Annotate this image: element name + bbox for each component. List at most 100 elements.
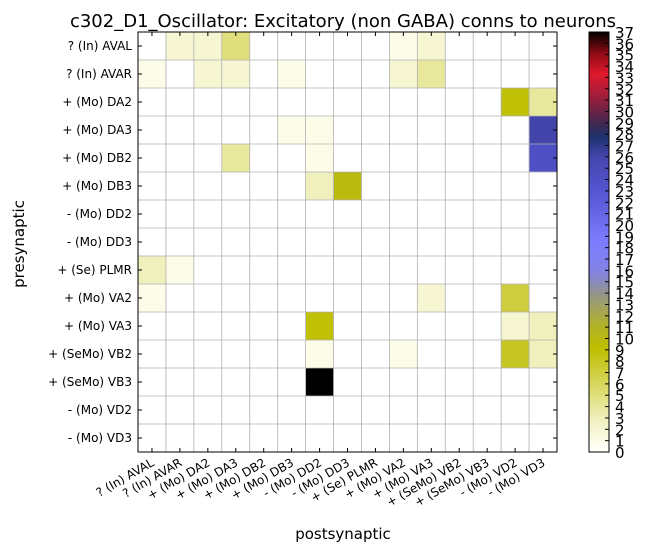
- heatmap-cell: [389, 340, 418, 369]
- heatmap-cell: [445, 200, 474, 229]
- heatmap-cell: [445, 368, 474, 397]
- colorbar-tick-label: 28: [615, 126, 634, 144]
- heatmap-cell: [221, 200, 251, 229]
- heatmap-cell: [221, 172, 251, 201]
- heatmap-cell: [305, 284, 334, 313]
- heatmap-cell: [138, 424, 167, 453]
- heatmap-cell: [445, 340, 474, 369]
- heatmap-cell: [221, 340, 251, 369]
- heatmap-cell: [138, 200, 167, 229]
- heatmap-cell: [361, 116, 390, 145]
- heatmap-cell: [473, 396, 502, 425]
- heatmap-cell: [473, 32, 502, 61]
- heatmap-cell: [361, 340, 390, 369]
- heatmap-cell: [361, 144, 390, 173]
- colorbar-tick-label: 29: [615, 115, 634, 133]
- heatmap-cell: [305, 256, 334, 285]
- heatmap-cell: [333, 172, 362, 201]
- heatmap-cell: [277, 396, 306, 425]
- heatmap-cell: [333, 228, 362, 257]
- heatmap-cell: [361, 312, 390, 341]
- heatmap-cell: [529, 32, 558, 61]
- colorbar-tick-label: 10: [615, 330, 634, 348]
- heatmap-cell: [529, 284, 558, 313]
- heatmap-cell: [473, 284, 502, 313]
- colorbar-tick-label: 26: [615, 149, 634, 167]
- heatmap-cell: [249, 396, 279, 425]
- heatmap-cell: [473, 144, 502, 173]
- heatmap-cell: [249, 144, 279, 173]
- heatmap-cell: [445, 424, 474, 453]
- heatmap-cell: [193, 396, 223, 425]
- heatmap-cell: [529, 340, 558, 369]
- heatmap-cell: [165, 228, 195, 257]
- heatmap-cell: [333, 60, 362, 89]
- heatmap-cell: [417, 424, 446, 453]
- y-tick-label: ? (In) AVAL: [68, 39, 133, 53]
- heatmap-cell: [473, 424, 502, 453]
- heatmap-cell: [305, 312, 334, 341]
- heatmap-cell: [501, 256, 530, 285]
- heatmap-cell: [138, 88, 167, 117]
- heatmap-cell: [165, 368, 195, 397]
- heatmap-cell: [193, 172, 223, 201]
- heatmap-cell: [333, 32, 362, 61]
- heatmap-cell: [529, 172, 558, 201]
- heatmap-cell: [529, 88, 558, 117]
- heatmap-cell: [305, 340, 334, 369]
- heatmap-cell: [249, 60, 279, 89]
- heatmap-cell: [138, 172, 167, 201]
- heatmap-cell: [333, 424, 362, 453]
- heatmap-cell: [138, 144, 167, 173]
- heatmap-cell: [501, 228, 530, 257]
- heatmap-cell: [221, 60, 251, 89]
- heatmap-cell: [193, 32, 223, 61]
- heatmap-cell: [501, 116, 530, 145]
- heatmap-cell: [417, 200, 446, 229]
- colorbar-frame: [588, 31, 610, 453]
- heatmap-cell: [165, 172, 195, 201]
- colorbar-tick-label: 16: [615, 262, 634, 280]
- y-tick-label: + (Mo) DB3: [62, 179, 132, 193]
- colorbar-tick-label: 34: [615, 58, 634, 76]
- heatmap-cell: [221, 88, 251, 117]
- heatmap-cell: [445, 256, 474, 285]
- heatmap-cell: [417, 284, 446, 313]
- heatmap-cell: [165, 256, 195, 285]
- heatmap-cell: [138, 368, 167, 397]
- y-tick-label: + (Mo) DA3: [62, 123, 132, 137]
- heatmap-cell: [193, 256, 223, 285]
- heatmap-cell: [277, 424, 306, 453]
- heatmap-cell: [249, 228, 279, 257]
- heatmap-cell: [529, 228, 558, 257]
- colorbar-tick-label: 32: [615, 81, 634, 99]
- heatmap-cell: [445, 228, 474, 257]
- heatmap-cell: [249, 172, 279, 201]
- heatmap-cell: [529, 424, 558, 453]
- heatmap-cell: [333, 88, 362, 117]
- y-tick-label: + (Mo) DA2: [62, 95, 132, 109]
- heatmap-cell: [277, 172, 306, 201]
- heatmap-cell: [333, 312, 362, 341]
- heatmap-cell: [389, 200, 418, 229]
- heatmap-cell: [361, 424, 390, 453]
- heatmap-cell: [501, 368, 530, 397]
- heatmap-cell: [193, 424, 223, 453]
- heatmap-cell: [473, 172, 502, 201]
- heatmap-cell: [305, 424, 334, 453]
- grid-lines: [138, 32, 557, 452]
- heatmap-cell: [445, 60, 474, 89]
- heatmap-cell: [445, 116, 474, 145]
- colorbar-tick-label: 1: [615, 433, 625, 451]
- heatmap-cell: [529, 116, 558, 145]
- heatmap-cell: [138, 32, 167, 61]
- heatmap-cell: [221, 256, 251, 285]
- colorbar-tick-label: 15: [615, 274, 634, 292]
- heatmap-cell: [249, 340, 279, 369]
- heatmap-cell: [277, 312, 306, 341]
- heatmap-cell: [165, 32, 195, 61]
- heatmap-cell: [473, 116, 502, 145]
- x-axis-label: postsynaptic: [295, 525, 391, 543]
- heatmap-cell: [165, 312, 195, 341]
- heatmap-cell: [361, 396, 390, 425]
